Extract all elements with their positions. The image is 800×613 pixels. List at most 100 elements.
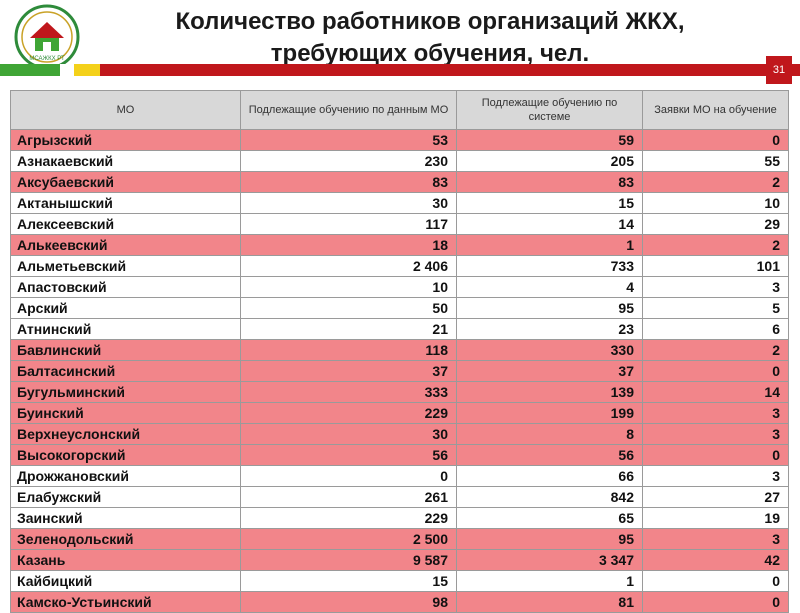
cell-system-count: 23 — [456, 318, 643, 340]
cell-system-count: 842 — [456, 486, 643, 508]
cell-mo-count: 37 — [240, 360, 457, 382]
title-line-2: требующих обучения, чел. — [270, 40, 590, 67]
cell-system-count: 15 — [456, 192, 643, 214]
cell-requests-count: 42 — [642, 549, 789, 571]
cell-mo-count: 98 — [240, 591, 457, 613]
cell-mo-name: Алексеевский — [10, 213, 241, 235]
ministry-emblem-icon: МСАЖКХ РТ — [14, 4, 80, 70]
cell-requests-count: 14 — [642, 381, 789, 403]
page-title: Количество работников организаций ЖКХ, т… — [110, 6, 750, 70]
table-row: Буинский 229 199 3 — [10, 402, 789, 424]
cell-system-count: 330 — [456, 339, 643, 361]
cell-mo-count: 333 — [240, 381, 457, 403]
cell-mo-count: 229 — [240, 402, 457, 424]
cell-mo-count: 261 — [240, 486, 457, 508]
cell-mo-count: 0 — [240, 465, 457, 487]
cell-system-count: 733 — [456, 255, 643, 277]
table-row: Высокогорский 56 56 0 — [10, 444, 789, 466]
stripe-green — [0, 64, 60, 76]
page-number-badge: 31 — [766, 56, 792, 84]
cell-mo-count: 30 — [240, 423, 457, 445]
title-line-1: Количество работников организаций ЖКХ, — [175, 8, 685, 35]
cell-requests-count: 2 — [642, 339, 789, 361]
table-row: Бавлинский 118 330 2 — [10, 339, 789, 361]
table-body: Агрызский 53 59 0 Азнакаевский 230 205 55 Аксуба… — [10, 129, 789, 613]
cell-mo-name: Балтасинский — [10, 360, 241, 382]
table-row: Камско-Устьинский 98 81 0 — [10, 591, 789, 613]
cell-mo-name: Заинский — [10, 507, 241, 529]
cell-mo-count: 18 — [240, 234, 457, 256]
cell-mo-name: Кайбицкий — [10, 570, 241, 592]
cell-system-count: 83 — [456, 171, 643, 193]
column-header-mo: МО — [10, 90, 241, 130]
workers-table: МО Подлежащие обучению по данным МО Подл… — [10, 90, 789, 613]
table-row: Атнинский 21 23 6 — [10, 318, 789, 340]
table-row: Азнакаевский 230 205 55 — [10, 150, 789, 172]
cell-mo-count: 15 — [240, 570, 457, 592]
cell-mo-name: Азнакаевский — [10, 150, 241, 172]
cell-mo-name: Аксубаевский — [10, 171, 241, 193]
table-row: Верхнеуслонский 30 8 3 — [10, 423, 789, 445]
cell-requests-count: 29 — [642, 213, 789, 235]
cell-mo-count: 229 — [240, 507, 457, 529]
cell-system-count: 56 — [456, 444, 643, 466]
cell-mo-count: 117 — [240, 213, 457, 235]
table-row: Дрожжановский 0 66 3 — [10, 465, 789, 487]
cell-mo-count: 30 — [240, 192, 457, 214]
table-row: Апастовский 10 4 3 — [10, 276, 789, 298]
svg-text:МСАЖКХ РТ: МСАЖКХ РТ — [29, 56, 65, 62]
stripe-white — [60, 64, 74, 76]
cell-requests-count: 3 — [642, 276, 789, 298]
cell-mo-name: Апастовский — [10, 276, 241, 298]
cell-mo-name: Алькеевский — [10, 234, 241, 256]
cell-mo-name: Бавлинский — [10, 339, 241, 361]
table-row: Кайбицкий 15 1 0 — [10, 570, 789, 592]
cell-mo-count: 9 587 — [240, 549, 457, 571]
cell-requests-count: 19 — [642, 507, 789, 529]
stripe-red — [100, 64, 800, 76]
cell-mo-name: Высокогорский — [10, 444, 241, 466]
cell-requests-count: 0 — [642, 444, 789, 466]
cell-system-count: 4 — [456, 276, 643, 298]
cell-mo-name: Зеленодольский — [10, 528, 241, 550]
table-row: Арский 50 95 5 — [10, 297, 789, 319]
cell-requests-count: 6 — [642, 318, 789, 340]
cell-system-count: 14 — [456, 213, 643, 235]
cell-system-count: 59 — [456, 129, 643, 151]
table-row: Агрызский 53 59 0 — [10, 129, 789, 151]
cell-mo-name: Дрожжановский — [10, 465, 241, 487]
cell-system-count: 65 — [456, 507, 643, 529]
cell-mo-count: 56 — [240, 444, 457, 466]
cell-system-count: 205 — [456, 150, 643, 172]
cell-mo-name: Арский — [10, 297, 241, 319]
table-row: Балтасинский 37 37 0 — [10, 360, 789, 382]
cell-requests-count: 0 — [642, 591, 789, 613]
cell-mo-count: 83 — [240, 171, 457, 193]
table-header-row: МО Подлежащие обучению по данным МО Подл… — [10, 90, 789, 130]
cell-mo-count: 230 — [240, 150, 457, 172]
cell-requests-count: 2 — [642, 234, 789, 256]
table-row: Алексеевский 117 14 29 — [10, 213, 789, 235]
cell-system-count: 37 — [456, 360, 643, 382]
cell-system-count: 66 — [456, 465, 643, 487]
cell-requests-count: 0 — [642, 129, 789, 151]
cell-mo-name: Казань — [10, 549, 241, 571]
cell-mo-count: 118 — [240, 339, 457, 361]
cell-requests-count: 3 — [642, 465, 789, 487]
cell-system-count: 95 — [456, 528, 643, 550]
table-row: Заинский 229 65 19 — [10, 507, 789, 529]
cell-mo-name: Камско-Устьинский — [10, 591, 241, 613]
cell-system-count: 199 — [456, 402, 643, 424]
cell-requests-count: 3 — [642, 423, 789, 445]
cell-system-count: 1 — [456, 570, 643, 592]
cell-system-count: 8 — [456, 423, 643, 445]
cell-system-count: 1 — [456, 234, 643, 256]
cell-mo-name: Атнинский — [10, 318, 241, 340]
cell-mo-name: Елабужский — [10, 486, 241, 508]
table-row: Казань 9 587 3 347 42 — [10, 549, 789, 571]
cell-mo-name: Бугульминский — [10, 381, 241, 403]
cell-mo-name: Верхнеуслонский — [10, 423, 241, 445]
cell-requests-count: 101 — [642, 255, 789, 277]
cell-requests-count: 55 — [642, 150, 789, 172]
table-row: Бугульминский 333 139 14 — [10, 381, 789, 403]
